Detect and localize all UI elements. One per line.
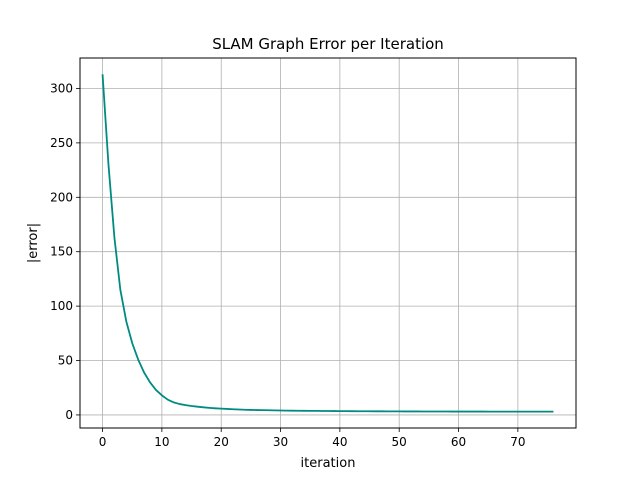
y-tick-label: 50 [58, 354, 73, 368]
ticks: 0 10 20 30 40 50 60 70 0 50 100 150 200 250 300 [50, 81, 525, 449]
x-tick-label: 10 [154, 435, 169, 449]
x-tick-label: 70 [510, 435, 525, 449]
plot-frame [79, 57, 577, 429]
y-tick-label: 100 [50, 299, 73, 313]
y-tick-label: 0 [65, 408, 73, 422]
x-tick-label: 20 [214, 435, 229, 449]
series-line [101, 74, 554, 413]
y-tick-label: 150 [50, 245, 73, 259]
x-tick-label: 0 [99, 435, 107, 449]
x-tick-label: 50 [392, 435, 407, 449]
series-group [101, 74, 554, 413]
chart-title: SLAM Graph Error per Iteration [212, 35, 444, 53]
y-axis-label: |error| [26, 223, 41, 263]
y-tick-label: 250 [50, 136, 73, 150]
grid [80, 58, 576, 428]
x-axis-label: iteration [301, 456, 356, 471]
y-tick-label: 300 [50, 81, 73, 95]
x-tick-label: 30 [273, 435, 288, 449]
x-tick-label: 60 [451, 435, 466, 449]
y-tick-label: 200 [50, 190, 73, 204]
x-tick-label: 40 [332, 435, 347, 449]
